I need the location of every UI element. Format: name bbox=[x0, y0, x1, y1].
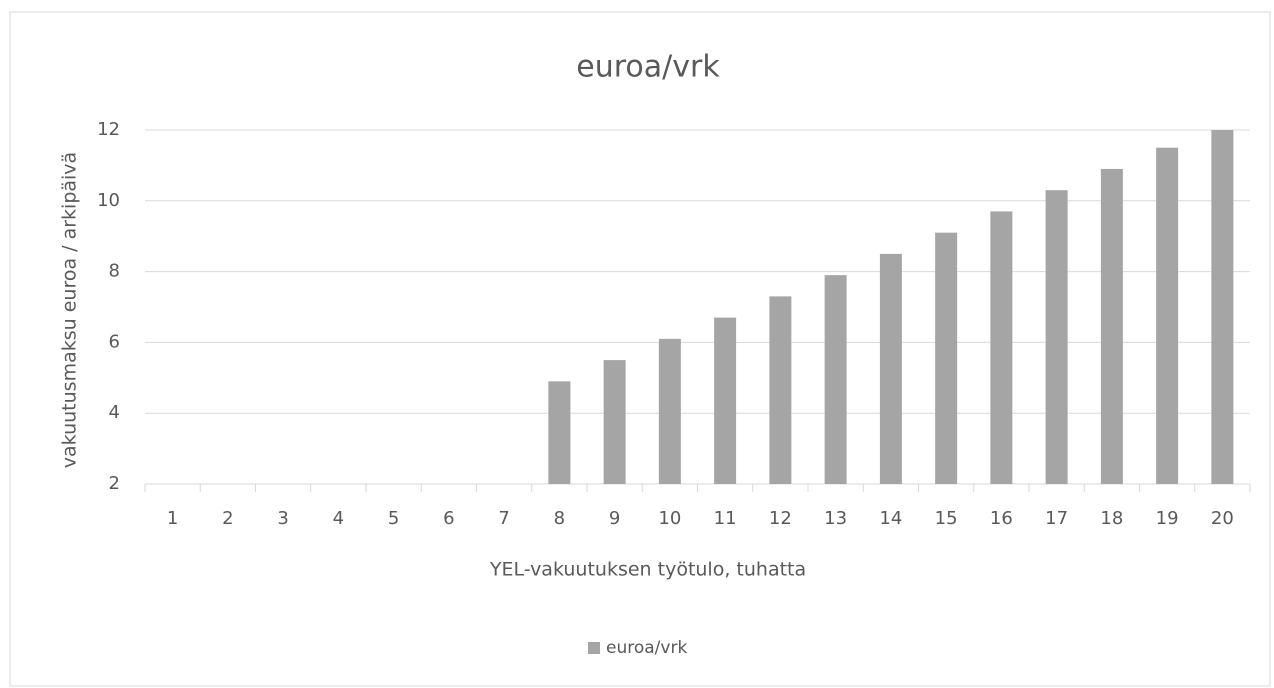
x-tick-label: 9 bbox=[609, 508, 620, 529]
x-tick-label: 13 bbox=[824, 508, 847, 529]
bar bbox=[714, 317, 737, 484]
legend-label: euroa/vrk bbox=[606, 638, 687, 658]
y-tick-label: 4 bbox=[109, 402, 120, 423]
x-tick-label: 20 bbox=[1211, 508, 1234, 529]
bar bbox=[603, 360, 626, 484]
x-tick-label: 2 bbox=[222, 508, 233, 529]
y-tick-label: 12 bbox=[97, 119, 120, 140]
x-tick-label: 6 bbox=[443, 508, 454, 529]
legend-swatch bbox=[588, 642, 600, 654]
x-tick-label: 19 bbox=[1156, 508, 1179, 529]
x-tick-label: 12 bbox=[769, 508, 792, 529]
bar bbox=[824, 275, 847, 484]
x-tick-label: 10 bbox=[658, 508, 681, 529]
y-tick-label: 2 bbox=[109, 473, 120, 494]
x-tick-label: 4 bbox=[333, 508, 344, 529]
x-tick-label: 1 bbox=[167, 508, 178, 529]
y-axis-label: vakuutusmaksu euroa / arkipäivä bbox=[59, 152, 81, 468]
x-tick-label: 5 bbox=[388, 508, 399, 529]
x-tick-label: 17 bbox=[1045, 508, 1068, 529]
x-tick-label: 16 bbox=[990, 508, 1013, 529]
x-axis-label: YEL-vakuutuksen työtulo, tuhatta bbox=[489, 559, 806, 581]
y-tick-label: 10 bbox=[97, 190, 120, 211]
bar bbox=[658, 338, 681, 484]
y-tick-label: 6 bbox=[109, 331, 120, 352]
x-tick-label: 14 bbox=[879, 508, 902, 529]
bar bbox=[879, 253, 902, 484]
bar bbox=[1211, 130, 1234, 484]
x-tick-label: 7 bbox=[498, 508, 509, 529]
x-tick-label: 15 bbox=[935, 508, 958, 529]
bar bbox=[548, 381, 571, 484]
bar bbox=[769, 296, 792, 484]
bar bbox=[990, 211, 1013, 485]
x-tick-label: 3 bbox=[277, 508, 288, 529]
bar bbox=[1045, 190, 1068, 484]
bar bbox=[1100, 168, 1123, 484]
y-tick-label: 8 bbox=[109, 261, 120, 282]
x-tick-label: 18 bbox=[1100, 508, 1123, 529]
x-tick-label: 8 bbox=[554, 508, 565, 529]
chart-border bbox=[9, 11, 1271, 687]
bar bbox=[1156, 147, 1179, 484]
x-tick-label: 11 bbox=[714, 508, 737, 529]
chart-title: euroa/vrk bbox=[576, 50, 720, 85]
bar bbox=[935, 232, 958, 484]
